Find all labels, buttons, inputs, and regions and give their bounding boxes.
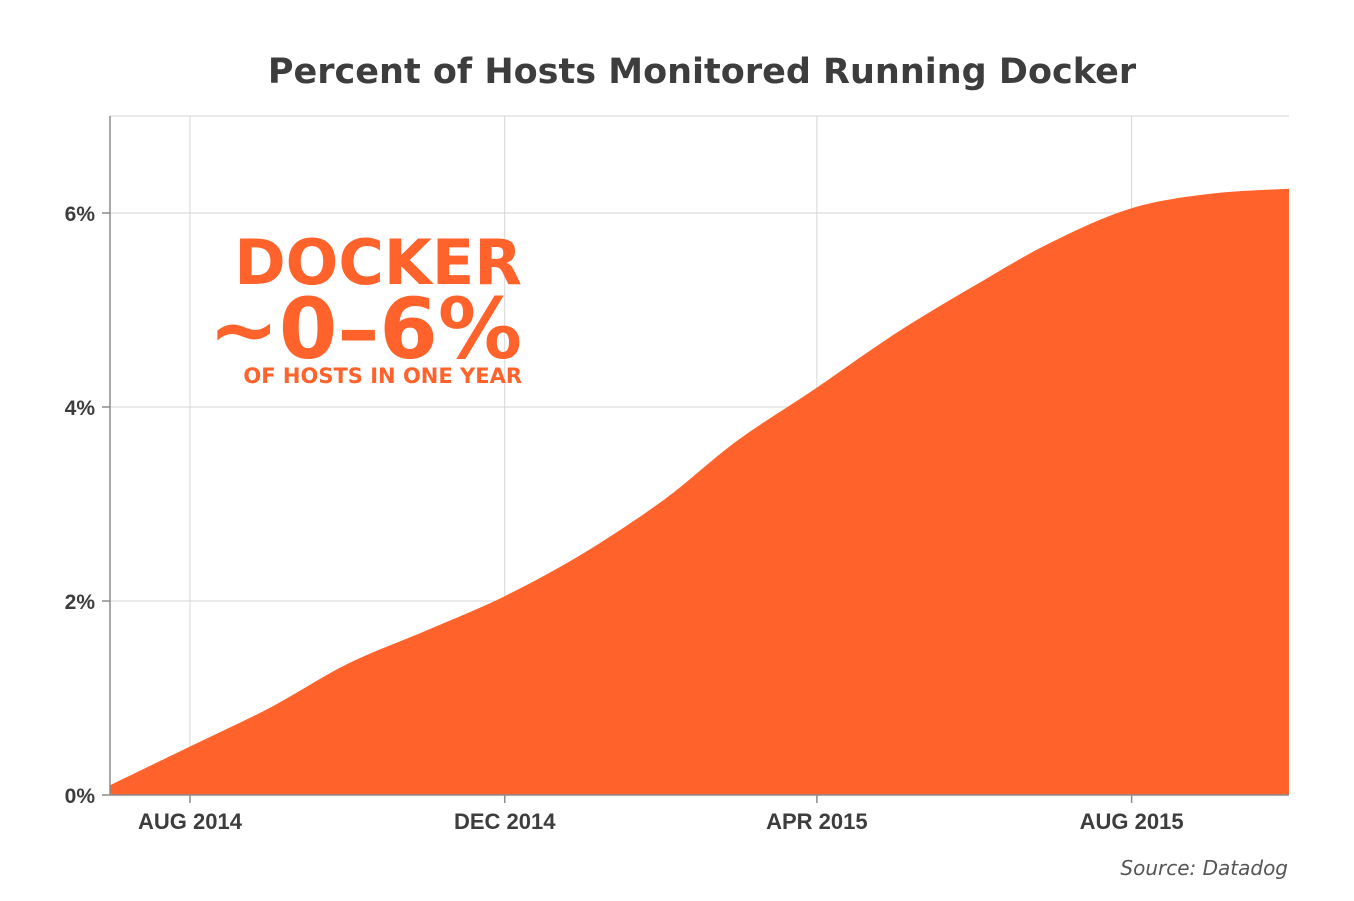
x-tick-label: DEC 2014 — [454, 809, 556, 834]
annotation: DOCKER ~0–6% OF HOSTS IN ONE YEAR — [209, 226, 522, 388]
x-tick-label: AUG 2014 — [138, 809, 243, 834]
area-layer — [110, 188, 1289, 796]
chart-title: Percent of Hosts Monitored Running Docke… — [267, 52, 1137, 92]
annotation-line3: OF HOSTS IN ONE YEAR — [243, 364, 522, 388]
y-tick-label: 0% — [65, 785, 96, 808]
annotation-line1: DOCKER — [234, 226, 522, 299]
source-note: Source: Datadog — [1120, 856, 1288, 880]
x-tick-label: AUG 2015 — [1080, 809, 1184, 834]
y-tick-label: 4% — [65, 397, 96, 420]
tick-layer: 0% 2% 4% 6% AUG 2014 DEC 2014 APR 2015 AUG 2015 — [65, 203, 1184, 834]
y-tick-label: 2% — [65, 591, 96, 614]
annotation-line2: ~0–6% — [209, 280, 522, 378]
area-series — [110, 188, 1289, 796]
x-tick-label: APR 2015 — [766, 809, 868, 834]
axis-layer — [102, 116, 1289, 803]
y-tick-label: 6% — [65, 203, 96, 226]
